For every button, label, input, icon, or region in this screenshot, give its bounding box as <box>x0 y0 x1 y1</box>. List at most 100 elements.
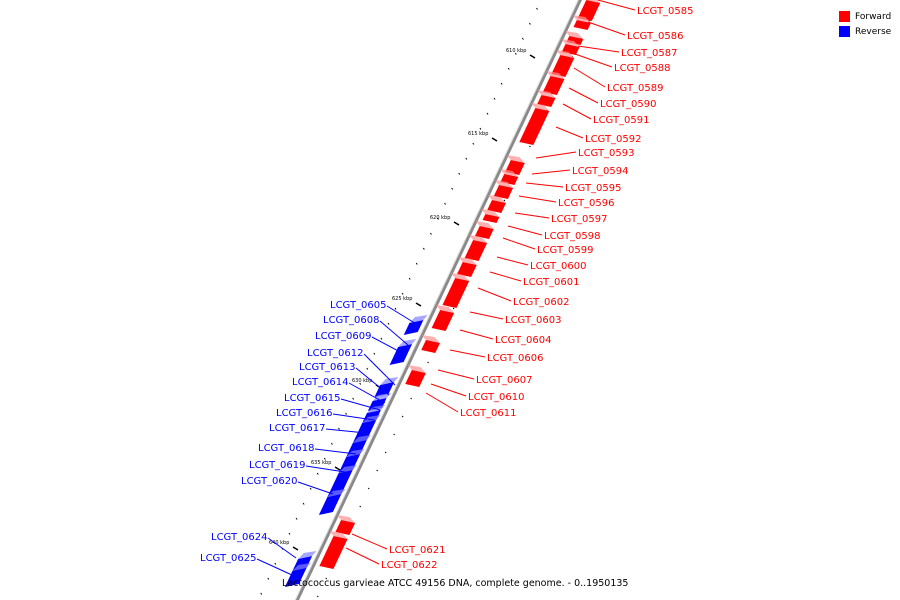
forward-gene-label[interactable]: LCGT_0598 <box>544 231 601 242</box>
forward-gene-block[interactable] <box>481 209 500 223</box>
forward-leader-line <box>489 271 522 282</box>
forward-gene-block-top <box>329 531 348 539</box>
reverse-gene-block-top <box>298 551 317 559</box>
forward-gene-block[interactable] <box>487 195 506 213</box>
reverse-gene-block[interactable] <box>403 315 428 335</box>
forward-gene-label[interactable]: LCGT_0596 <box>558 198 615 209</box>
forward-gene-block[interactable] <box>464 235 488 261</box>
forward-gene-block-top <box>475 221 494 229</box>
forward-gene-label[interactable]: LCGT_0607 <box>476 375 533 386</box>
reverse-gene-block[interactable] <box>389 339 417 365</box>
reverse-gene-block[interactable] <box>327 465 357 497</box>
forward-gene-block[interactable] <box>519 103 550 145</box>
reverse-gene-label[interactable]: LCGT_0609 <box>315 331 372 342</box>
forward-leader-line <box>437 369 475 380</box>
forward-gene-label[interactable]: LCGT_0610 <box>468 392 525 403</box>
minor-tick <box>401 415 404 418</box>
forward-gene-label[interactable]: LCGT_0590 <box>600 99 657 110</box>
forward-leader-line <box>449 349 486 358</box>
minor-tick <box>465 157 468 160</box>
forward-gene-block[interactable] <box>572 15 591 30</box>
reverse-gene-label[interactable]: LCGT_0618 <box>258 443 315 454</box>
forward-gene-block[interactable] <box>551 50 575 77</box>
reverse-gene-label[interactable]: LCGT_0619 <box>249 460 306 471</box>
forward-gene-label[interactable]: LCGT_0587 <box>621 48 678 59</box>
reverse-gene-label[interactable]: LCGT_0616 <box>276 408 333 419</box>
forward-gene-block[interactable] <box>335 515 356 535</box>
reverse-gene-label[interactable]: LCGT_0608 <box>323 315 380 326</box>
reverse-swatch <box>839 26 850 37</box>
minor-tick <box>493 97 496 100</box>
forward-gene-label[interactable]: LCGT_0601 <box>523 277 580 288</box>
forward-gene-block[interactable] <box>457 257 477 277</box>
forward-leader-line <box>574 53 613 68</box>
forward-gene-block-face <box>577 0 601 21</box>
reverse-gene-block[interactable] <box>284 563 311 587</box>
forward-gene-block[interactable] <box>493 180 514 199</box>
forward-gene-block[interactable] <box>542 71 565 95</box>
kbp-label: 615 kbp <box>468 131 488 137</box>
reverse-gene-block-face <box>389 344 413 365</box>
reverse-gene-label[interactable]: LCGT_0624 <box>211 532 268 543</box>
minor-tick <box>521 37 524 40</box>
reverse-gene-block[interactable] <box>374 377 399 397</box>
forward-gene-label[interactable]: LCGT_0599 <box>537 245 594 256</box>
reverse-gene-label[interactable]: LCGT_0614 <box>292 377 349 388</box>
forward-gene-label[interactable]: LCGT_0593 <box>578 148 635 159</box>
reverse-gene-block-top <box>338 465 357 473</box>
minor-tick <box>330 442 333 445</box>
legend-forward[interactable]: Forward <box>839 9 899 24</box>
forward-gene-label[interactable]: LCGT_0622 <box>381 560 438 571</box>
legend-reverse[interactable]: Reverse <box>839 24 899 39</box>
forward-gene-label[interactable]: LCGT_0602 <box>513 297 570 308</box>
reverse-gene-label[interactable]: LCGT_0613 <box>299 362 356 373</box>
reverse-leader-line <box>297 481 334 495</box>
forward-gene-label[interactable]: LCGT_0597 <box>551 214 608 225</box>
reverse-gene-label[interactable]: LCGT_0625 <box>200 553 257 564</box>
forward-gene-block-face <box>319 536 348 569</box>
forward-gene-block-top <box>531 103 550 111</box>
forward-gene-block[interactable] <box>442 273 470 308</box>
forward-gene-block-face <box>464 240 488 261</box>
forward-gene-label[interactable]: LCGT_0588 <box>614 63 671 74</box>
forward-gene-block-top <box>487 195 506 203</box>
forward-gene-label[interactable]: LCGT_0600 <box>530 261 587 272</box>
forward-gene-label[interactable]: LCGT_0606 <box>487 353 544 364</box>
forward-gene-block[interactable] <box>475 221 494 239</box>
forward-leader-line <box>425 392 459 413</box>
forward-gene-label[interactable]: LCGT_0585 <box>637 6 694 17</box>
forward-gene-block[interactable] <box>421 335 440 353</box>
forward-gene-label[interactable]: LCGT_0589 <box>607 83 664 94</box>
forward-gene-label[interactable]: LCGT_0621 <box>389 545 446 556</box>
minor-tick <box>260 592 263 595</box>
forward-gene-block[interactable] <box>431 305 455 331</box>
reverse-leader-line <box>256 558 293 576</box>
forward-gene-label[interactable]: LCGT_0595 <box>565 183 622 194</box>
forward-gene-block-top <box>336 515 356 523</box>
forward-gene-block[interactable] <box>319 531 348 569</box>
forward-gene-block[interactable] <box>405 365 426 387</box>
reverse-gene-label[interactable]: LCGT_0615 <box>284 393 341 404</box>
reverse-gene-label[interactable]: LCGT_0617 <box>269 423 326 434</box>
reverse-gene-label[interactable]: LCGT_0620 <box>241 476 298 487</box>
forward-gene-label[interactable]: LCGT_0591 <box>593 115 650 126</box>
reverse-gene-label[interactable]: LCGT_0605 <box>330 300 387 311</box>
forward-gene-label[interactable]: LCGT_0611 <box>460 408 517 419</box>
reverse-leader-line <box>348 382 386 404</box>
major-tick <box>292 546 299 551</box>
forward-leader-line <box>535 151 577 159</box>
forward-gene-block[interactable] <box>537 90 556 107</box>
reverse-gene-label[interactable]: LCGT_0612 <box>307 348 364 359</box>
reverse-gene-block[interactable] <box>318 489 346 515</box>
forward-gene-label[interactable]: LCGT_0592 <box>585 134 642 145</box>
forward-gene-label[interactable]: LCGT_0586 <box>627 31 684 42</box>
forward-gene-label[interactable]: LCGT_0604 <box>495 335 552 346</box>
forward-gene-block-face <box>442 278 470 308</box>
reverse-gene-block-top <box>409 315 428 323</box>
minor-tick <box>393 433 396 436</box>
forward-gene-label[interactable]: LCGT_0594 <box>572 166 629 177</box>
forward-gene-block-top <box>468 235 488 243</box>
forward-gene-label[interactable]: LCGT_0603 <box>505 315 562 326</box>
forward-gene-block[interactable] <box>577 0 601 21</box>
forward-leader-line <box>573 67 606 88</box>
